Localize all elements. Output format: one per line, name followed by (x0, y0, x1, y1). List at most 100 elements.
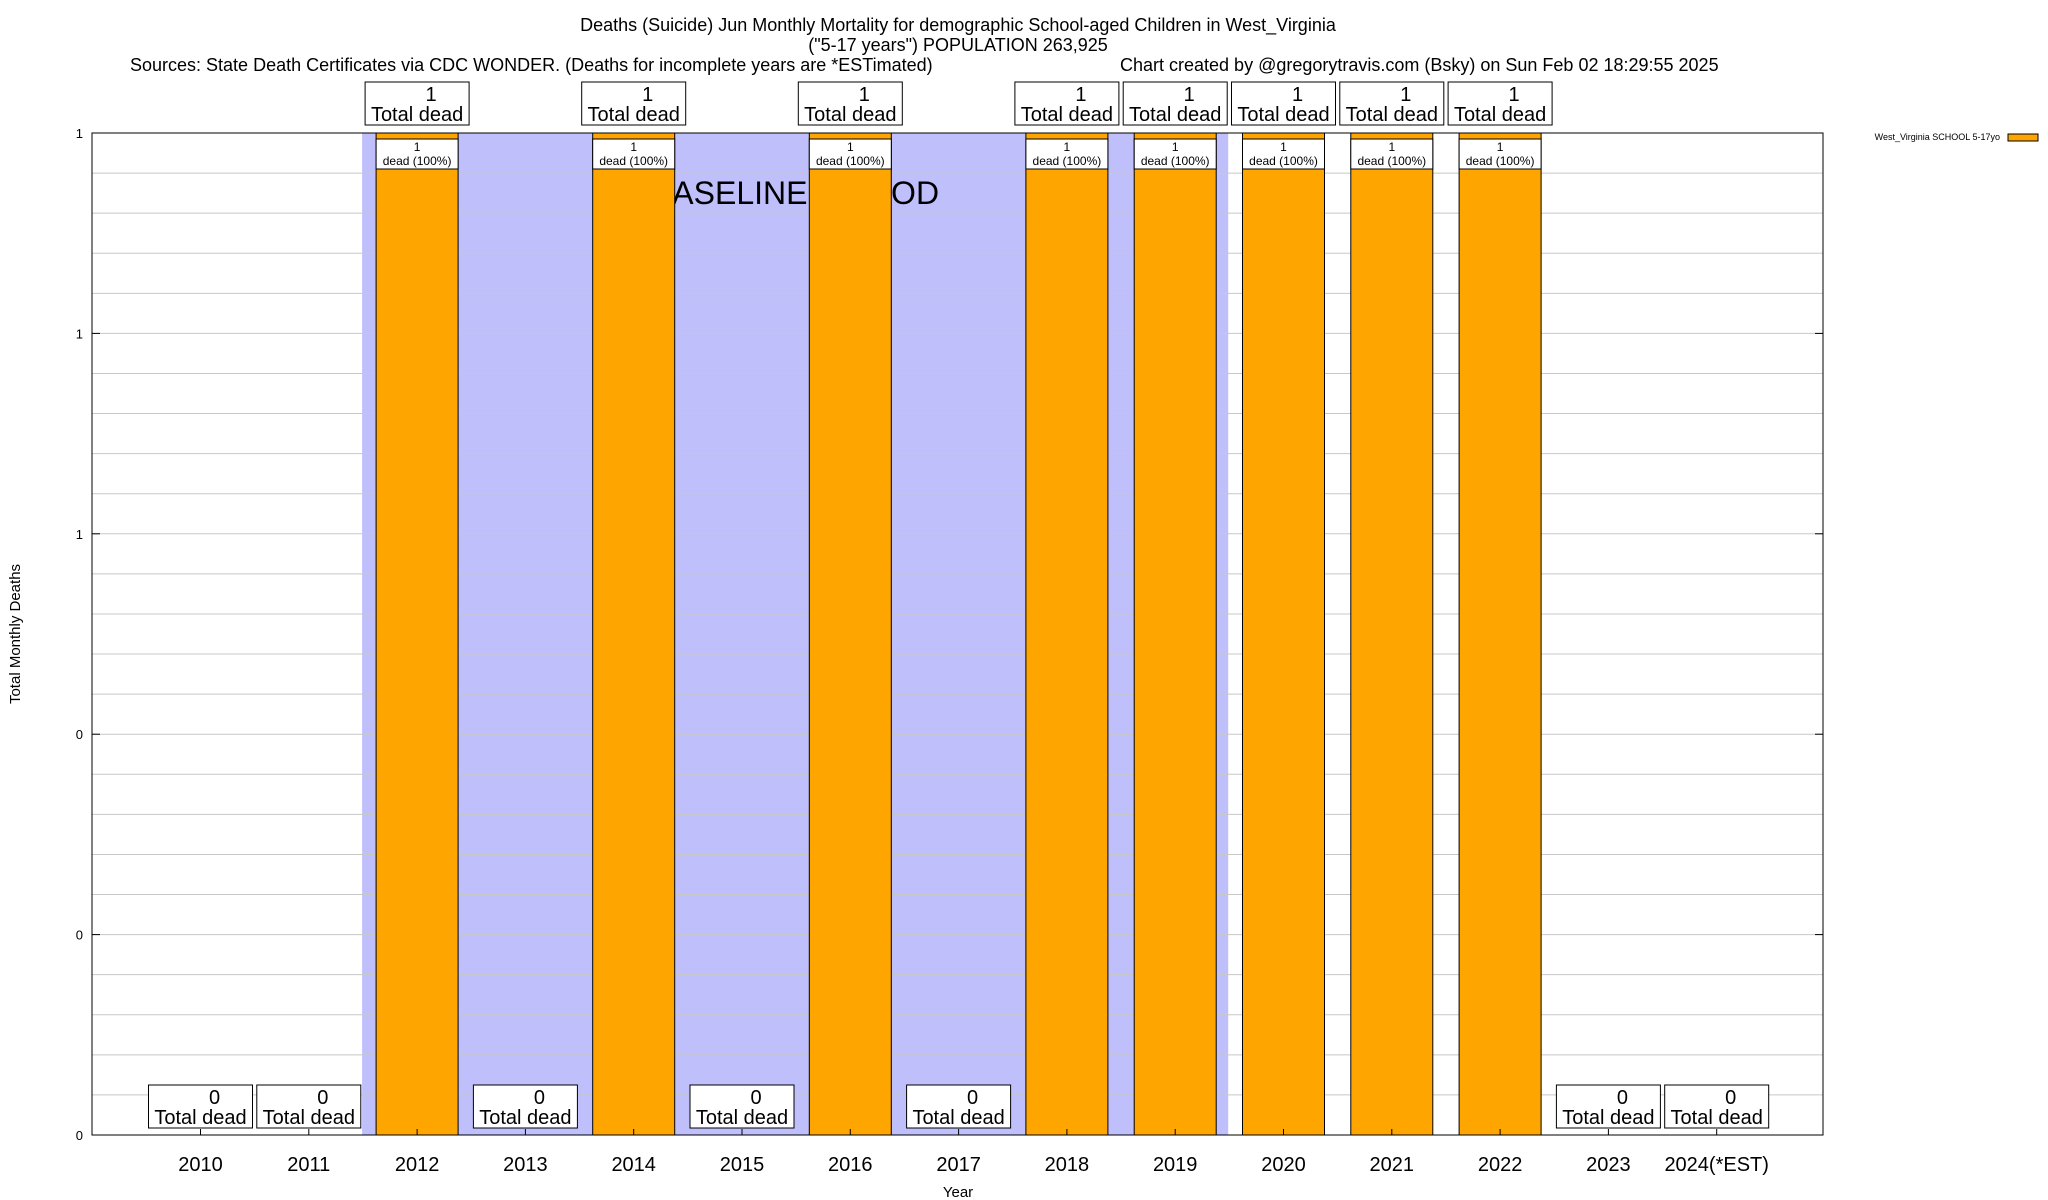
x-tick-label: 2017 (936, 1154, 981, 1176)
bar (1242, 132, 1325, 1136)
legend-label: West_Virginia SCHOOL 5-17yo (1875, 132, 2000, 142)
segment-label-box (808, 138, 892, 170)
total-label: Total dead (804, 104, 896, 126)
total-box (581, 81, 687, 126)
segment-value: 1 (630, 140, 637, 154)
bar (375, 132, 459, 1136)
total-value: 0 (1617, 1087, 1628, 1109)
segment-label: dead (100%) (1141, 154, 1210, 168)
segment-label-box (375, 138, 459, 170)
total-box (1231, 81, 1336, 126)
segment-value: 1 (1172, 140, 1179, 154)
total-value: 1 (426, 84, 437, 106)
total-label: Total dead (588, 104, 680, 126)
x-tick-label: 2011 (287, 1154, 330, 1176)
total-value: 1 (1292, 84, 1303, 106)
bar (1025, 132, 1109, 1136)
total-box (797, 81, 903, 126)
segment-label-box (1242, 138, 1325, 170)
total-box (1555, 1084, 1661, 1129)
chart-title-line-2: ("5-17 years") POPULATION 263,925 (808, 35, 1108, 55)
total-value: 1 (1509, 84, 1520, 106)
total-value: 1 (859, 84, 870, 106)
legend-swatch (2007, 133, 2039, 142)
total-value: 0 (317, 1087, 328, 1109)
x-tick-label: 2024(*EST) (1664, 1154, 1769, 1176)
total-value: 1 (1184, 84, 1195, 106)
x-tick-label: 2021 (1370, 1154, 1415, 1176)
bar (592, 132, 676, 1136)
segment-label: dead (100%) (383, 154, 452, 168)
x-tick-label: 2015 (720, 1154, 765, 1176)
total-value: 0 (209, 1087, 220, 1109)
total-box (1339, 81, 1445, 126)
total-label: Total dead (154, 1107, 246, 1129)
total-box (1122, 81, 1228, 126)
y-tick-label: 0 (76, 1128, 83, 1143)
segment-label: dead (100%) (1357, 154, 1426, 168)
segment-label: dead (100%) (816, 154, 885, 168)
total-label: Total dead (371, 104, 463, 126)
x-tick-label: 2020 (1261, 1154, 1306, 1176)
total-box (364, 81, 470, 126)
total-box (1447, 81, 1553, 126)
x-tick-label: 2019 (1153, 1154, 1198, 1176)
x-tick-label: 2016 (828, 1154, 873, 1176)
legend: West_Virginia SCHOOL 5-17yo (1875, 132, 2039, 142)
segment-value: 1 (1497, 140, 1504, 154)
total-box (256, 1084, 362, 1129)
chart-title-line-1: Deaths (Suicide) Jun Monthly Mortality f… (580, 15, 1337, 36)
y-axis: 0 0 0 1 1 1 (76, 126, 1823, 1143)
total-label: Total dead (1454, 104, 1546, 126)
chart-sources: Sources: State Death Certificates via CD… (130, 55, 933, 75)
total-value: 0 (1725, 1087, 1736, 1109)
plot-frame (91, 132, 1824, 1136)
total-value: 1 (1075, 84, 1086, 106)
bar (1350, 132, 1434, 1136)
segment-value: 1 (1280, 140, 1287, 154)
x-tick-label: 2023 (1586, 1154, 1631, 1176)
total-box (148, 1084, 253, 1129)
segment-label: dead (100%) (1466, 154, 1535, 168)
segment-label-box (592, 138, 676, 170)
x-tick-label: 2022 (1478, 1154, 1523, 1176)
total-label: Total dead (912, 1107, 1004, 1129)
segment-label: dead (100%) (1033, 154, 1102, 168)
y-tick-label: 1 (76, 126, 83, 141)
y-tick-label: 1 (76, 527, 83, 542)
x-tick-label: 2014 (611, 1154, 656, 1176)
y-tick-label: 0 (76, 727, 83, 742)
total-box (1014, 81, 1120, 126)
total-label: Total dead (1237, 104, 1329, 126)
total-value: 1 (642, 84, 653, 106)
x-tick-label: 2010 (178, 1154, 223, 1176)
segment-value: 1 (847, 140, 854, 154)
chart-credit: Chart created by @gregorytravis.com (Bsk… (1120, 55, 1719, 75)
segment-value: 1 (1388, 140, 1395, 154)
segment-label-box (1458, 138, 1542, 170)
segment-label-box (1025, 138, 1109, 170)
total-label: Total dead (696, 1107, 788, 1129)
baseline-label: BASELINE PERIOD (651, 175, 939, 211)
x-axis: 2010 2011 2012 2013 2014 2015 2016 2017 2018 2019… (178, 1129, 1769, 1176)
total-value: 0 (750, 1087, 761, 1109)
segment-label-box (1350, 138, 1434, 170)
total-label: Total dead (479, 1107, 571, 1129)
segment-value: 1 (1064, 140, 1071, 154)
bar (1458, 132, 1542, 1136)
segment-label: dead (100%) (1249, 154, 1318, 168)
x-axis-label: Year (943, 1184, 973, 1200)
bar (1133, 132, 1217, 1136)
bars (375, 132, 1542, 1136)
x-tick-label: 2018 (1045, 1154, 1090, 1176)
segment-label-box (1133, 138, 1217, 170)
total-box (906, 1084, 1012, 1129)
x-tick-label: 2012 (395, 1154, 440, 1176)
total-box (472, 1084, 578, 1129)
total-value: 1 (1400, 84, 1411, 106)
total-label: Total dead (1021, 104, 1113, 126)
total-value: 0 (967, 1087, 978, 1109)
total-label: Total dead (1562, 1107, 1654, 1129)
